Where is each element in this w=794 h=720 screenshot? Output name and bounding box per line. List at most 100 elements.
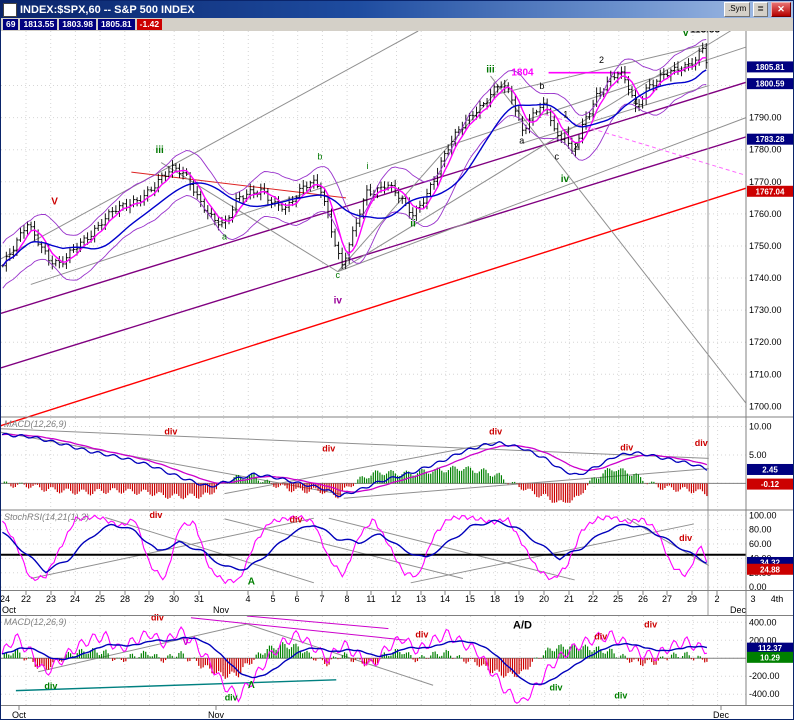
- svg-text:28: 28: [120, 594, 130, 604]
- svg-text:div: div: [290, 514, 303, 524]
- svg-text:V: V: [51, 196, 58, 207]
- svg-text:MACD(12,26,9): MACD(12,26,9): [4, 617, 67, 627]
- svg-text:-0.12: -0.12: [761, 480, 780, 489]
- frame-lines: [1, 30, 793, 706]
- svg-text:div: div: [620, 442, 633, 452]
- layout-button[interactable]: ≣: [753, 2, 768, 17]
- svg-text:1783.28: 1783.28: [756, 135, 785, 144]
- svg-text:div: div: [614, 691, 627, 701]
- svg-text:1804: 1804: [511, 68, 534, 79]
- svg-text:1767.04: 1767.04: [756, 187, 785, 196]
- svg-text:a: a: [519, 135, 524, 145]
- main-price-panel: 1804: [1, 20, 747, 427]
- svg-text:div: div: [44, 681, 57, 691]
- quote-value: 69: [3, 19, 19, 30]
- svg-text:div: div: [415, 630, 428, 640]
- svg-text:4th: 4th: [771, 594, 784, 604]
- svg-text:31: 31: [194, 594, 204, 604]
- svg-text:Dec: Dec: [730, 605, 747, 615]
- svg-text:7: 7: [319, 594, 324, 604]
- svg-text:div: div: [322, 444, 335, 454]
- quote-bar: 69 1813.55 1803.98 1805.81 -1.42: [1, 18, 793, 31]
- svg-text:10.29: 10.29: [760, 653, 781, 662]
- svg-text:2: 2: [714, 594, 719, 604]
- svg-text:Oct: Oct: [12, 710, 27, 720]
- close-button[interactable]: ✕: [771, 2, 791, 17]
- ad-panel: MACD(12,26,9) A/D div div div div div div div div…: [1, 612, 746, 704]
- svg-text:0.00: 0.00: [749, 582, 767, 592]
- date-axis: 2422232425282930314567811121314151819202…: [1, 591, 783, 615]
- svg-text:13: 13: [416, 594, 426, 604]
- svg-text:23: 23: [46, 594, 56, 604]
- svg-text:1740.00: 1740.00: [749, 273, 782, 283]
- svg-text:div: div: [149, 510, 162, 520]
- svg-text:div: div: [225, 693, 238, 703]
- quote-value: 1813.55: [20, 19, 58, 30]
- svg-text:Nov: Nov: [208, 710, 225, 720]
- svg-text:200.00: 200.00: [749, 635, 777, 645]
- bottom-date-axis: Oct Nov Dec: [12, 706, 730, 720]
- svg-text:22: 22: [21, 594, 31, 604]
- window-icon: [3, 2, 17, 17]
- svg-text:30: 30: [169, 594, 179, 604]
- svg-text:iv: iv: [334, 296, 343, 307]
- svg-text:15: 15: [465, 594, 475, 604]
- svg-text:1770.00: 1770.00: [749, 177, 782, 187]
- svg-text:29: 29: [687, 594, 697, 604]
- svg-text:4: 4: [633, 97, 638, 107]
- svg-text:5: 5: [270, 594, 275, 604]
- svg-text:100.00: 100.00: [749, 510, 777, 520]
- svg-text:b: b: [317, 151, 322, 161]
- svg-text:V: V: [182, 637, 189, 648]
- svg-text:1750.00: 1750.00: [749, 241, 782, 251]
- svg-text:-400.00: -400.00: [749, 689, 780, 699]
- svg-text:div: div: [151, 612, 164, 622]
- svg-text:21: 21: [564, 594, 574, 604]
- quote-value: 1805.81: [97, 19, 135, 30]
- svg-text:div: div: [695, 438, 708, 448]
- svg-text:26: 26: [638, 594, 648, 604]
- svg-text:A/D: A/D: [513, 620, 532, 632]
- svg-text:ii: ii: [410, 219, 416, 230]
- svg-text:iii: iii: [486, 65, 495, 76]
- svg-text:1730.00: 1730.00: [749, 305, 782, 315]
- svg-text:1805.81: 1805.81: [756, 63, 785, 72]
- svg-text:14: 14: [440, 594, 450, 604]
- svg-text:div: div: [489, 426, 502, 436]
- right-axis: 1700.00 1710.00 1720.00 1730.00 1740.00 1750.…: [746, 30, 793, 719]
- svg-text:i: i: [367, 161, 369, 171]
- svg-text:-200.00: -200.00: [749, 671, 780, 681]
- svg-text:iii: iii: [156, 145, 165, 156]
- svg-text:c: c: [555, 151, 560, 161]
- svg-text:12: 12: [391, 594, 401, 604]
- svg-text:60.00: 60.00: [749, 539, 772, 549]
- window-title: INDEX:$SPX,60 -- S&P 500 INDEX: [20, 3, 195, 16]
- svg-text:8: 8: [344, 594, 349, 604]
- svg-text:27: 27: [662, 594, 672, 604]
- svg-text:1790.00: 1790.00: [749, 113, 782, 123]
- svg-text:18: 18: [490, 594, 500, 604]
- svg-text:1700.00: 1700.00: [749, 401, 782, 411]
- svg-text:Dec: Dec: [713, 710, 730, 720]
- svg-text:25: 25: [613, 594, 623, 604]
- svg-text:Λ: Λ: [248, 680, 255, 691]
- svg-text:3: 3: [750, 594, 755, 604]
- svg-text:div: div: [679, 533, 692, 543]
- svg-text:A: A: [248, 576, 255, 587]
- svg-text:a: a: [222, 232, 227, 242]
- moving-averages: [2, 39, 707, 289]
- svg-text:10.00: 10.00: [749, 422, 772, 432]
- titlebar: INDEX:$SPX,60 -- S&P 500 INDEX .Sym ≣ ✕: [1, 1, 793, 18]
- ohlc-bars: [1, 42, 708, 272]
- svg-text:b: b: [539, 81, 544, 91]
- svg-text:19: 19: [514, 594, 524, 604]
- svg-text:div: div: [644, 620, 657, 630]
- sym-button[interactable]: .Sym: [724, 2, 751, 17]
- svg-text:div: div: [550, 683, 563, 693]
- macd-panel: MACD(12,26,9) div div div div div: [1, 419, 746, 503]
- svg-text:2.45: 2.45: [762, 465, 778, 474]
- svg-text:1710.00: 1710.00: [749, 369, 782, 379]
- svg-text:1720.00: 1720.00: [749, 337, 782, 347]
